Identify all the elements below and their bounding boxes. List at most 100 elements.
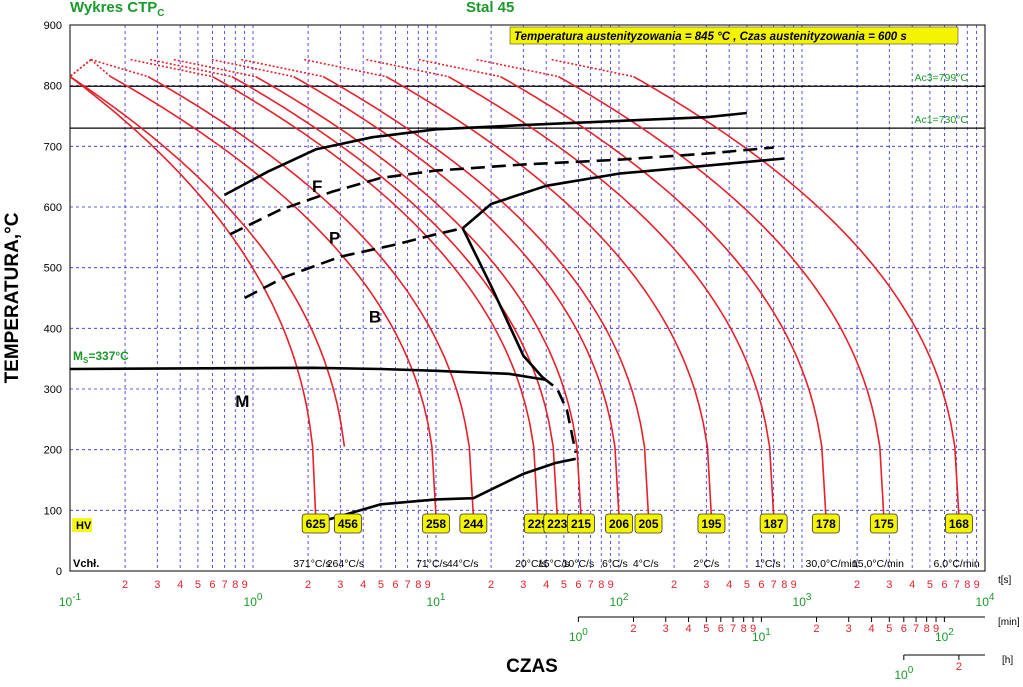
cooling-curve: [322, 75, 650, 517]
x-minor-label: 6: [941, 579, 947, 591]
cooling-curve-head: [90, 58, 149, 78]
chart-title-main: Wykres CTP: [70, 0, 157, 16]
hardness-value: 168: [949, 517, 969, 531]
transformation-line: [461, 227, 544, 378]
y-tick-label: 600: [44, 202, 62, 214]
conditions-text: Temperatura austenityzowania = 845 °C , …: [514, 31, 907, 43]
x-minor-label: 2: [305, 579, 311, 591]
cooling-curve: [231, 75, 559, 517]
x-minor-label: 3: [520, 579, 526, 591]
minutes-minor-label: 8: [741, 623, 747, 635]
hv-label-box: [72, 518, 92, 532]
cooling-curve: [385, 75, 713, 517]
hardness-value: 195: [701, 517, 721, 531]
cooling-curve: [212, 75, 539, 517]
y-tick-label: 200: [44, 445, 62, 457]
x-minor-label: 6: [758, 579, 764, 591]
x-minor-label: 6: [209, 579, 215, 591]
x-minor-label: 7: [222, 579, 228, 591]
grid-lines: [69, 24, 986, 572]
minutes-minor-label: 7: [730, 623, 736, 635]
cooling-curve: [293, 75, 620, 517]
x-minor-label: 3: [154, 579, 160, 591]
x-minor-label: 3: [886, 579, 892, 591]
hardness-badge: [422, 513, 450, 534]
x-minor-label: 5: [744, 579, 750, 591]
x-minor-label: 2: [488, 579, 494, 591]
hours-decade-label: 100: [894, 665, 913, 682]
x-minor-label: 4: [909, 579, 915, 591]
region-label: M: [235, 392, 249, 411]
hardness-badge: [634, 513, 663, 534]
hardness-value: 206: [609, 517, 629, 531]
x-minor-label: 2: [854, 579, 860, 591]
minutes-decade-label: 101: [752, 627, 771, 644]
y-tick-label: 700: [44, 141, 62, 153]
cooling-rate-label: 6,0°C/min: [934, 558, 980, 570]
cooling-rate-label: 4°C/s: [633, 558, 659, 570]
hardness-badge: [697, 513, 726, 534]
transformation-line: [461, 157, 785, 230]
hardness-value: 625: [306, 517, 326, 531]
minutes-minor-label: 5: [703, 623, 709, 635]
x-minor-label: 9: [974, 579, 980, 591]
x-minor-label: 2: [671, 579, 677, 591]
transformation-lines: [69, 111, 785, 521]
transformation-line: [229, 146, 774, 236]
vchl-label: Vchł.: [73, 558, 99, 570]
minutes-decade-label: 100: [569, 627, 588, 644]
cooling-curve-head: [211, 58, 294, 78]
y-tick-label: 900: [44, 20, 62, 32]
x-minor-label: 9: [425, 579, 431, 591]
ac1-label: Ac1=730°C: [914, 114, 968, 126]
ms-label-rest: =337°C: [88, 349, 129, 363]
x-minor-label: 9: [242, 579, 248, 591]
y-tick-label: 500: [44, 263, 62, 275]
cooling-rate-label: 15,0°C/min: [852, 558, 904, 570]
cooling-curve: [69, 75, 346, 447]
hardness-value: 223: [547, 517, 567, 531]
cooling-rate-label: 15°C/s: [538, 558, 570, 570]
x-decade-label: 102: [610, 592, 629, 609]
minutes-minor-label: 3: [663, 623, 669, 635]
cooling-curve: [633, 75, 960, 517]
cooling-rate-label: 371°C/s: [293, 558, 330, 570]
x-unit-minutes: [min]: [998, 617, 1020, 628]
ac3-label: Ac3=799°C: [914, 72, 968, 84]
x-minor-label: 3: [703, 579, 709, 591]
chart-title-sub: C: [157, 8, 164, 19]
hardness-badges: 625 456 258 244 229 223 215 206 205 195 187 178 175 1…: [301, 513, 973, 534]
y-tick-label: 400: [44, 323, 62, 335]
ms-label-main: M: [73, 349, 83, 363]
hardness-badge: [301, 513, 330, 534]
cooling-curve: [558, 75, 885, 517]
x-minor-label: 5: [195, 579, 201, 591]
minutes-minor-label: 2: [630, 623, 636, 635]
hardness-value: 258: [426, 517, 446, 531]
cooling-curve-head: [90, 58, 112, 78]
cooling-curve-head: [130, 58, 213, 78]
x-minor-label: 3: [337, 579, 343, 591]
x-unit-seconds: t[s]: [998, 575, 1012, 586]
cooling-rate-label: 44°C/s: [447, 558, 479, 570]
x-minor-label: 5: [378, 579, 384, 591]
region-label: P: [329, 228, 340, 247]
plot-frame: [69, 24, 986, 572]
cooling-rate-label: 1°C/s: [755, 558, 781, 570]
y-tick-label: 800: [44, 81, 62, 93]
cooling-curve-head: [366, 58, 449, 78]
hardness-value: 205: [639, 517, 659, 531]
hv-label-text: HV: [76, 520, 92, 532]
cooling-curve-head: [476, 58, 559, 78]
x-decade-label: 103: [793, 592, 812, 609]
x-minor-label: 7: [588, 579, 594, 591]
x-decade-label: 104: [976, 592, 995, 609]
cooling-rate-label: 6°C/s: [602, 558, 628, 570]
minutes-minor-label: 2: [813, 623, 819, 635]
hours-minor-label: 2: [956, 661, 962, 673]
cooling-curve-head: [304, 58, 387, 78]
y-axis-label: TEMPERATURA,°C: [2, 212, 23, 383]
minutes-minor-label: 4: [686, 623, 692, 635]
